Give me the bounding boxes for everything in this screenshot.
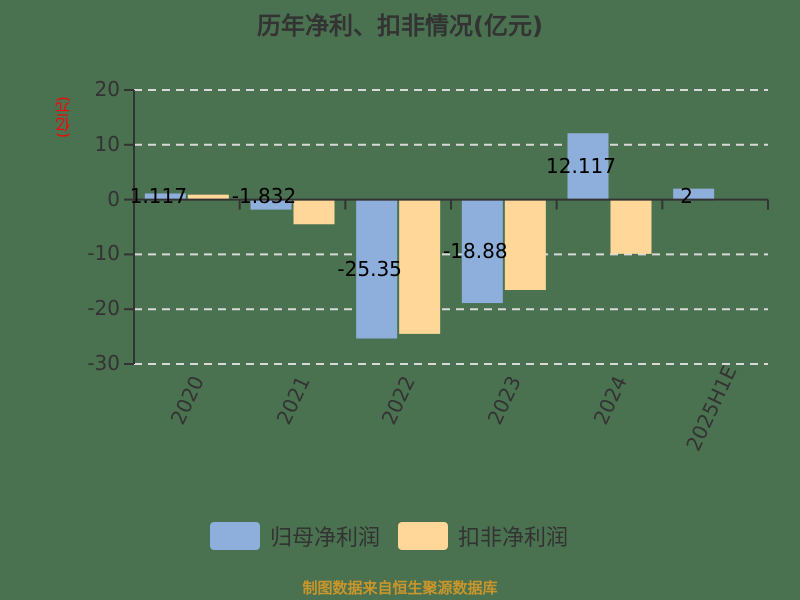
bar-value-label: 1.117 [129, 183, 187, 208]
legend-swatch-orange [398, 522, 449, 550]
legend: 归母净利润 扣非净利润 [210, 520, 586, 552]
legend-label: 归母净利润 [270, 526, 381, 551]
bar-value-label: 2 [680, 183, 694, 208]
chart-title: 历年净利、扣非情况(亿元) [257, 12, 543, 40]
y-tick-label: 10 [94, 131, 120, 156]
legend-swatch-blue [210, 522, 260, 550]
bars [144, 133, 758, 339]
y-tick-label: -20 [87, 296, 120, 321]
gridlines [134, 89, 768, 365]
axes [124, 89, 769, 365]
bar-value-label: -25.35 [337, 257, 402, 282]
y-tick-label: 20 [94, 77, 120, 101]
y-tick-label: -10 [87, 241, 120, 266]
y-tick-label: -30 [87, 351, 120, 375]
legend-item-deducted-net-profit[interactable]: 扣非净利润 [398, 520, 568, 552]
legend-item-parent-net-profit[interactable]: 归母净利润 [210, 520, 380, 552]
legend-label: 扣非净利润 [458, 526, 569, 551]
y-tick-label: 0 [107, 186, 120, 211]
bar-value-label: -1.832 [231, 183, 297, 208]
bar-value-label: 12.117 [546, 154, 616, 179]
data-source-footer: 制图数据来自恒生聚源数据库 [302, 579, 498, 597]
bar-value-label: -18.88 [443, 239, 508, 264]
